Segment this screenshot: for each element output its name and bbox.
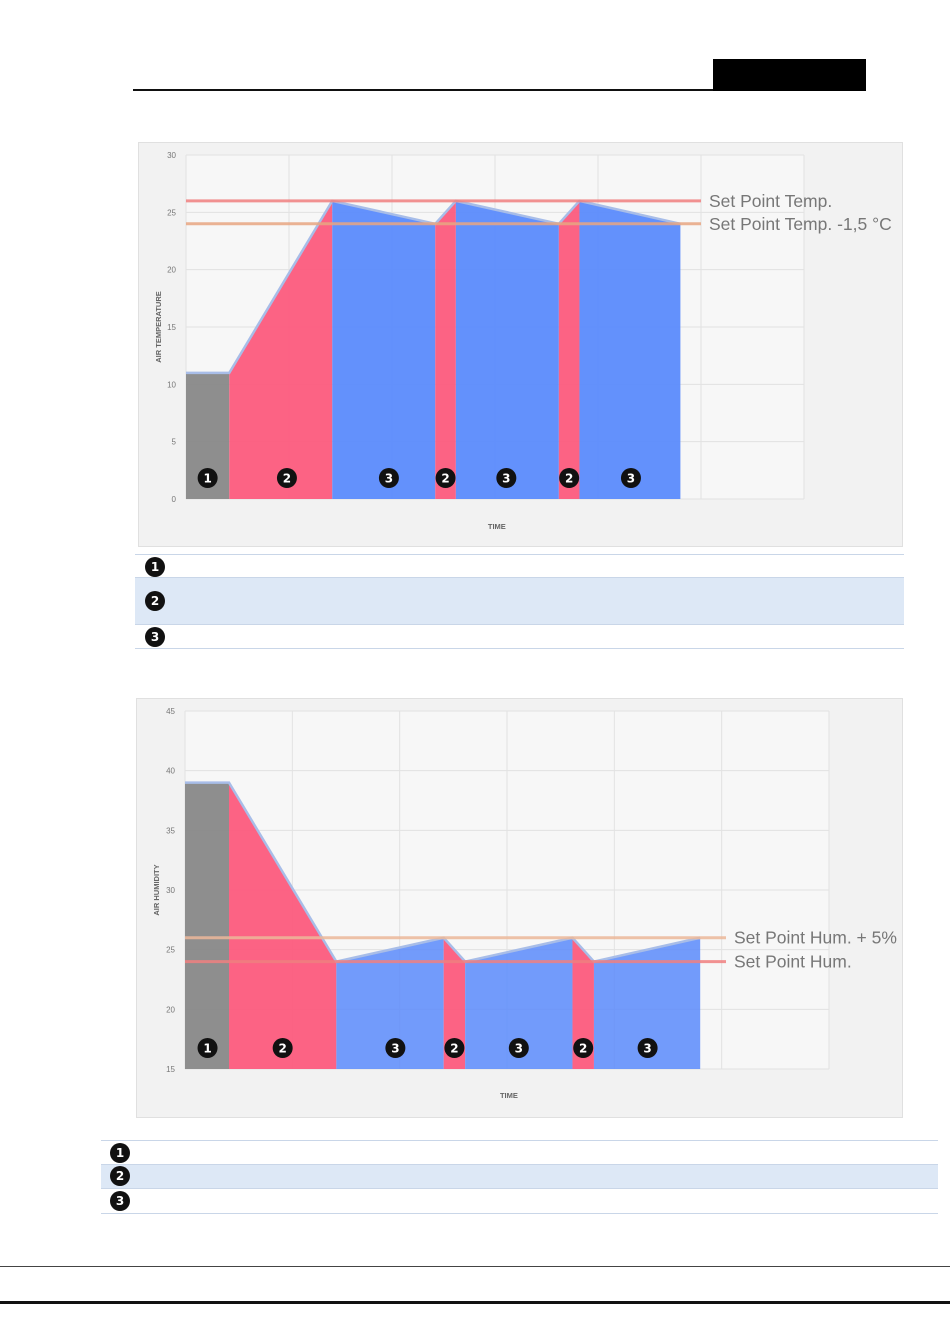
- phase-marker-circle: [276, 468, 297, 488]
- phase-marker-circle: [620, 468, 641, 488]
- phase-marker-circle: [197, 468, 218, 488]
- phase-1-marker: 1: [145, 557, 165, 577]
- header-black-block: [713, 59, 866, 91]
- area-outline: [186, 199, 681, 375]
- x-axis-title: TIME: [500, 1091, 518, 1100]
- phase-marker-label: 2: [579, 1042, 587, 1056]
- temperature-chart: 0 5 10 15 20 25 30 AIR TEMPERATURE TIME Set Point…: [154, 151, 892, 531]
- y-tick-label: 20: [166, 1005, 175, 1014]
- phase-marker-label: 1: [203, 472, 211, 486]
- y-tick-label: 20: [167, 266, 176, 275]
- phase-marker-circle: [385, 1038, 406, 1058]
- phase-marker-label: 3: [643, 1042, 651, 1056]
- area-segment-phase-2: [572, 937, 594, 1069]
- phase-marker-label: 2: [441, 472, 449, 486]
- header-rule: [133, 89, 866, 91]
- legend-row-3: 3: [135, 625, 904, 649]
- legend-row-3: 3: [101, 1189, 938, 1214]
- humidity-chart-panel: 15 20 25 30 35 40 45 AIR HUMIDITY TIME Set Point …: [136, 698, 903, 1118]
- phase-marker-circle: [496, 468, 517, 488]
- area-segment-phase-3: [579, 200, 681, 499]
- y-tick-label: 30: [167, 151, 176, 160]
- phase-3-marker: 3: [110, 1191, 130, 1211]
- phase-marker-circle: [573, 1038, 594, 1058]
- area-segment-phase-2: [229, 200, 333, 499]
- area-segment-phase-2: [229, 782, 337, 1069]
- area-segment-phase-3: [593, 937, 701, 1069]
- y-tick-label: 25: [166, 946, 175, 955]
- phase-marker-label: 2: [283, 472, 291, 486]
- area-segment-phase-3: [332, 200, 436, 499]
- phase-3-marker: 3: [145, 627, 165, 647]
- phase-marker-label: 3: [515, 1042, 523, 1056]
- reference-line-label: Set Point Temp.: [709, 191, 832, 211]
- legend-row-1: 1: [135, 555, 904, 578]
- y-tick-label: 40: [166, 767, 175, 776]
- phase-marker-label: 1: [203, 1042, 211, 1056]
- area-segment-phase-2: [435, 200, 456, 499]
- y-tick-label: 45: [166, 707, 175, 716]
- phase-marker-circle: [197, 1038, 218, 1058]
- phase-marker-label: 2: [278, 1042, 286, 1056]
- area-segment-phase-3: [465, 937, 573, 1069]
- phase-marker-label: 2: [565, 472, 573, 486]
- phase-marker-circle: [272, 1038, 293, 1058]
- footer-rule-thick: [0, 1301, 950, 1304]
- y-tick-label: 5: [172, 438, 177, 447]
- phase-2-marker: 2: [145, 591, 165, 611]
- area-segment-phase-1: [186, 372, 230, 499]
- temperature-legend-table: 1 2 3: [135, 554, 904, 649]
- area-segment-phase-3: [336, 937, 444, 1069]
- footer-rule: [0, 1266, 950, 1267]
- area-segment-phase-2: [443, 937, 466, 1069]
- area-outline: [185, 781, 701, 964]
- y-tick-label: 25: [167, 208, 176, 217]
- reference-line-label: Set Point Hum.: [734, 952, 852, 972]
- y-axis-title: AIR HUMIDITY: [152, 864, 161, 915]
- y-tick-label: 30: [166, 886, 175, 895]
- phase-marker-circle: [559, 468, 580, 488]
- phase-marker-label: 3: [391, 1042, 399, 1056]
- y-tick-label: 15: [167, 323, 176, 332]
- phase-2-marker: 2: [110, 1166, 130, 1186]
- y-tick-label: 0: [172, 495, 177, 504]
- temperature-chart-panel: 0 5 10 15 20 25 30 AIR TEMPERATURE TIME Set Point…: [138, 142, 903, 547]
- reference-line-label: Set Point Temp. -1,5 °C: [709, 214, 892, 234]
- humidity-chart: 15 20 25 30 35 40 45 AIR HUMIDITY TIME Set Point …: [152, 707, 897, 1100]
- phase-marker-circle: [444, 1038, 465, 1058]
- phase-marker-circle: [508, 1038, 529, 1058]
- legend-row-2: 2: [135, 578, 904, 625]
- phase-marker-label: 3: [627, 472, 635, 486]
- legend-row-1: 1: [101, 1141, 938, 1165]
- y-tick-label: 35: [166, 826, 175, 835]
- phase-marker-circle: [435, 468, 456, 488]
- phase-marker-circle: [378, 468, 399, 488]
- area-segment-phase-1: [185, 782, 230, 1069]
- y-tick-label: 15: [166, 1065, 175, 1074]
- phase-marker-label: 3: [502, 472, 510, 486]
- reference-line-label: Set Point Hum. + 5%: [734, 928, 897, 948]
- legend-row-2: 2: [101, 1165, 938, 1189]
- area-segment-phase-2: [558, 200, 580, 499]
- phase-marker-circle: [637, 1038, 658, 1058]
- phase-1-marker: 1: [110, 1143, 130, 1163]
- y-tick-label: 10: [167, 380, 176, 389]
- x-axis-title: TIME: [488, 522, 506, 531]
- phase-marker-label: 2: [450, 1042, 458, 1056]
- humidity-legend-table: 1 2 3: [101, 1140, 938, 1214]
- phase-marker-label: 3: [385, 472, 393, 486]
- y-axis-title: AIR TEMPERATURE: [154, 291, 163, 363]
- area-segment-phase-3: [455, 200, 559, 499]
